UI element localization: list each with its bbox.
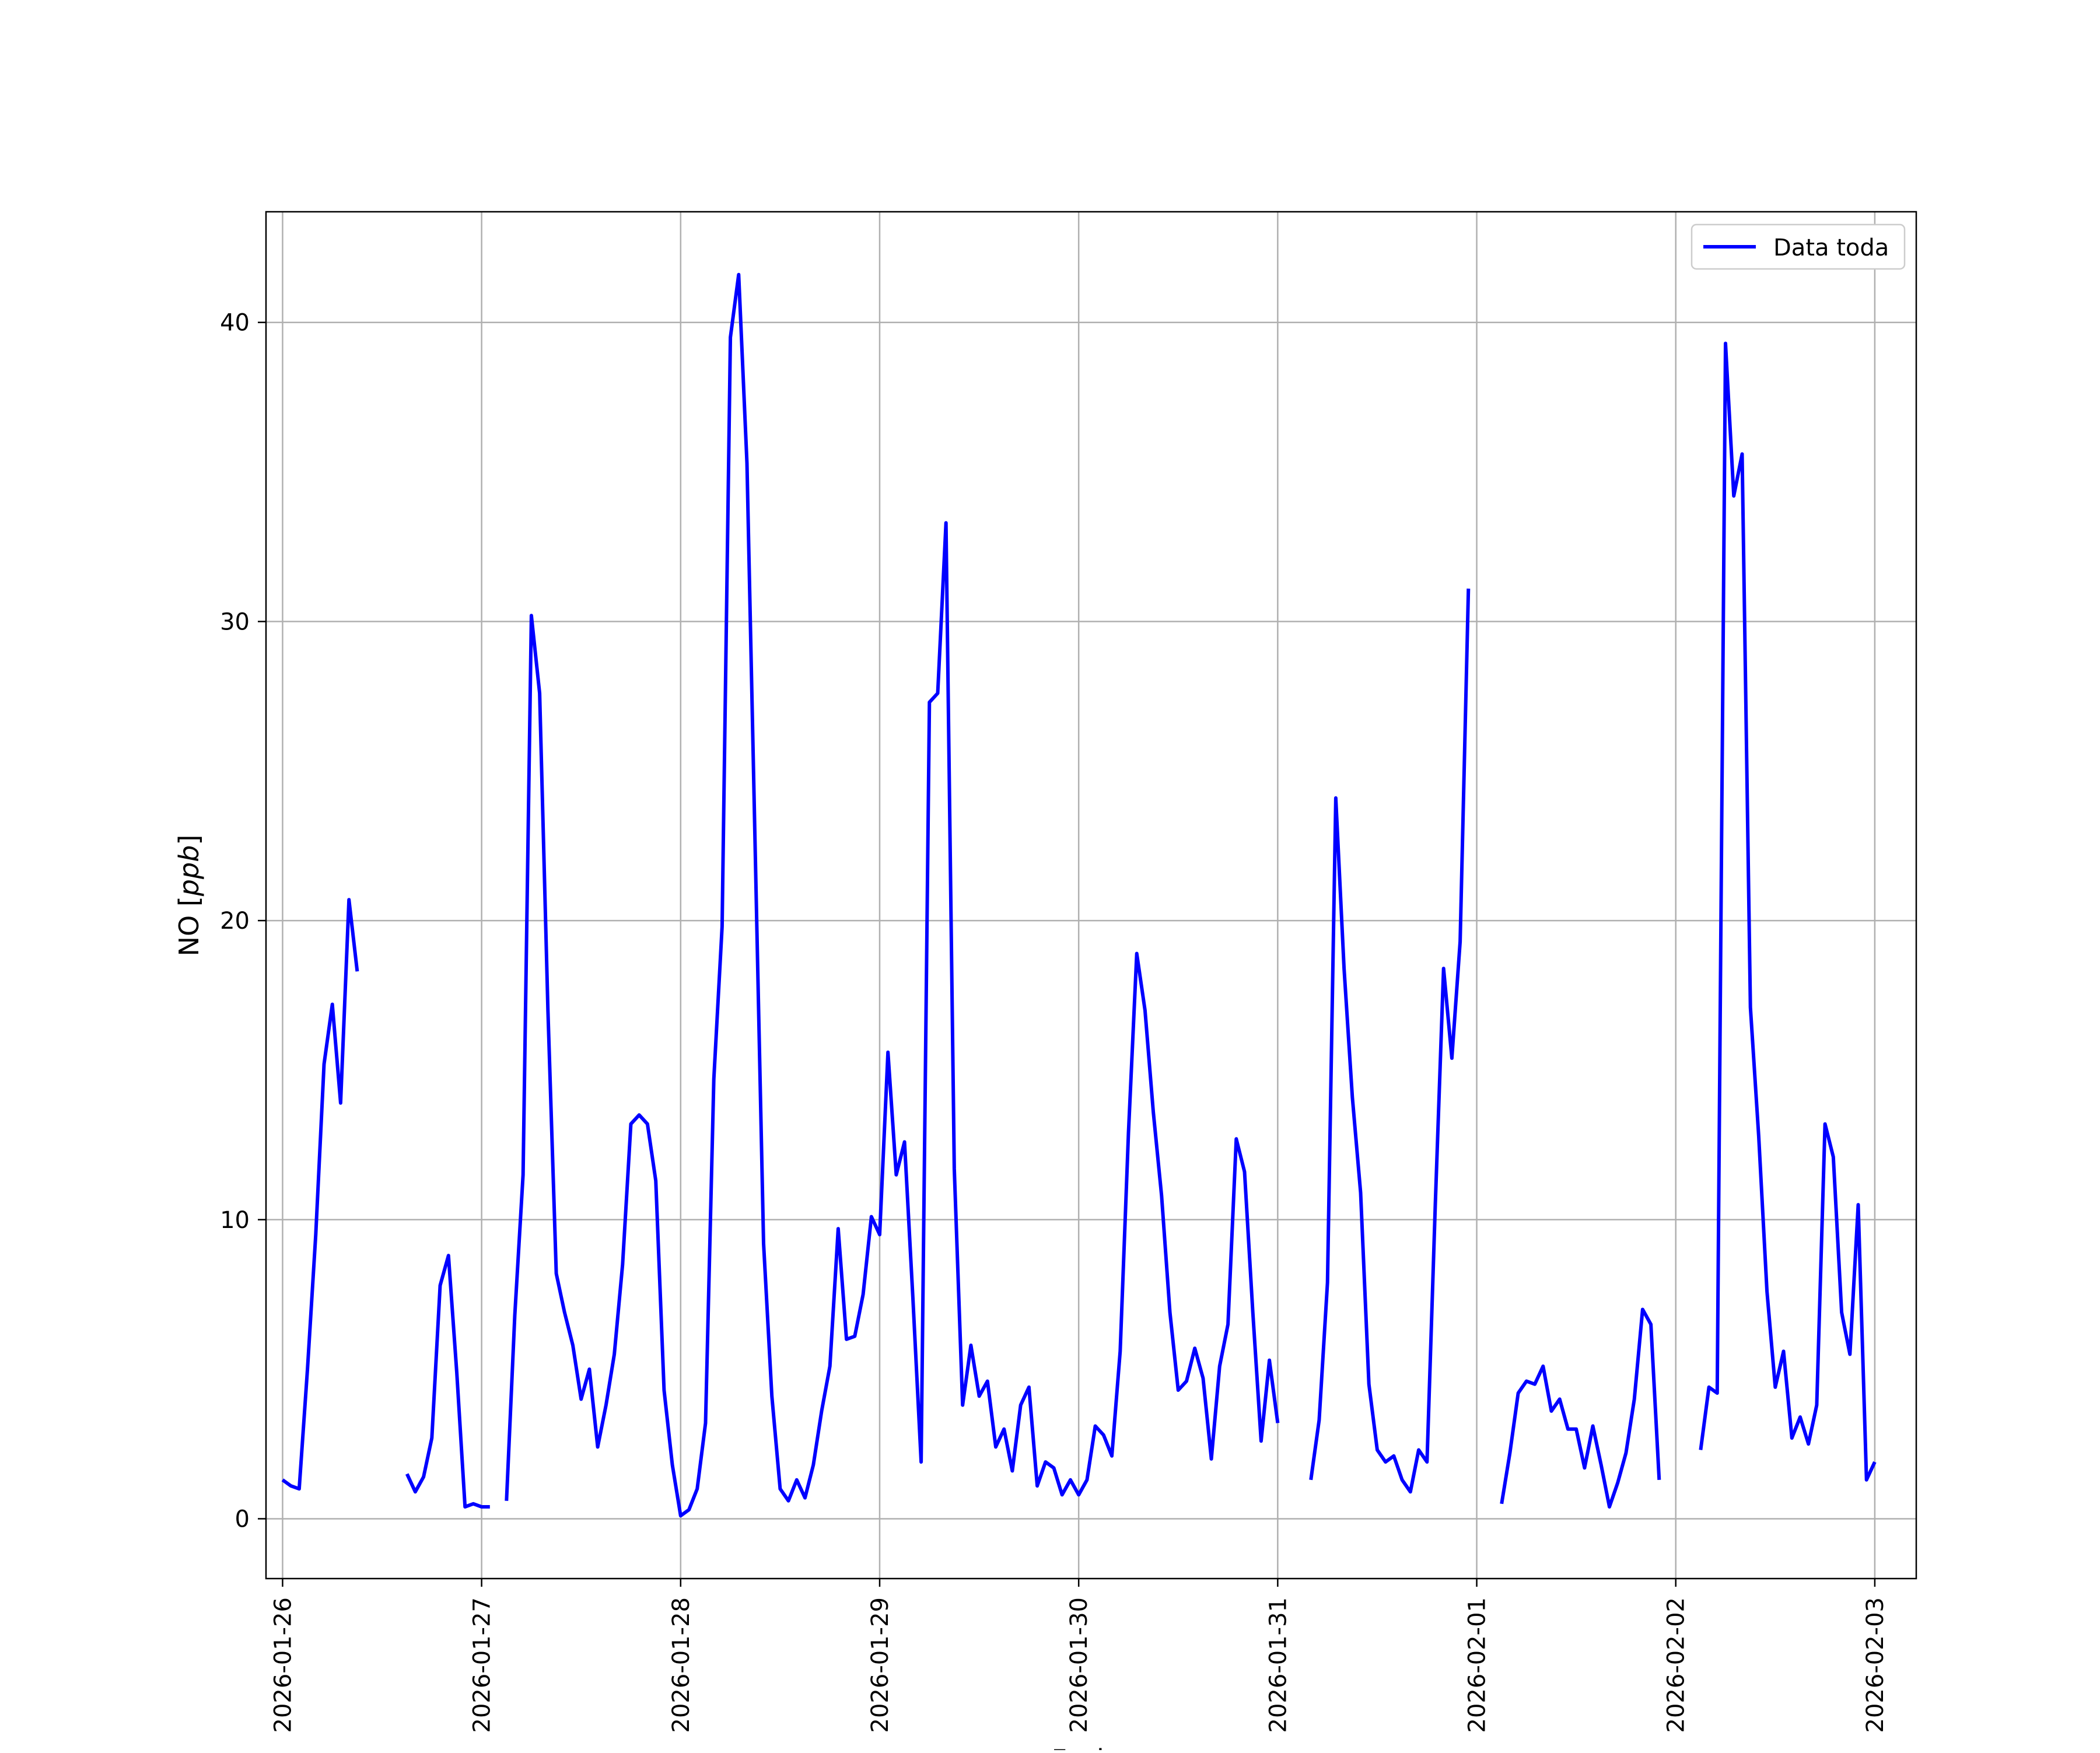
- series-line-segment: [405, 1254, 490, 1509]
- plot-frame: [265, 211, 1917, 1580]
- y-tick-label: 30: [220, 608, 250, 635]
- x-tick-label: 2026-01-30: [1066, 1597, 1093, 1733]
- ticks: 0 10 20 30 40 2026-01-26 2026-01-27 2026-01-28 2…: [220, 310, 1889, 1733]
- x-tick-label: 2026-01-26: [270, 1597, 296, 1733]
- y-tick-label: 20: [220, 908, 250, 935]
- series-line-segment: [1309, 588, 1471, 1494]
- x-tick-label: 2026-02-03: [1862, 1597, 1889, 1733]
- x-tick-label: 2026-01-29: [867, 1597, 894, 1733]
- y-tick-label: 40: [220, 310, 250, 337]
- series-layer: [281, 272, 1877, 1518]
- y-axis-label: NO [ppb]: [173, 835, 205, 957]
- x-tick-label: 2026-01-31: [1265, 1597, 1292, 1733]
- y-tick-label: 0: [235, 1506, 250, 1532]
- legend-box: [1690, 223, 1906, 270]
- legend-entry-data-toda: Data toda: [1773, 235, 1889, 261]
- x-tick-label: 2026-02-01: [1464, 1597, 1491, 1733]
- series-line-segment: [1500, 1307, 1661, 1509]
- x-axis-label: Fecha: [1052, 1744, 1130, 1750]
- grid-lines: [266, 212, 1916, 1579]
- series-line-segment: [1699, 341, 1877, 1482]
- legend[interactable]: Data toda: [1690, 223, 1906, 270]
- x-tick-label: 2026-01-27: [469, 1597, 496, 1733]
- y-axis-label-unit: ppb: [173, 845, 205, 897]
- series-line-segment: [505, 272, 1280, 1518]
- series-line-segment: [281, 898, 359, 1491]
- x-tick-label: 2026-02-02: [1663, 1597, 1690, 1733]
- x-tick-label: 2026-01-28: [668, 1597, 695, 1733]
- y-tick-label: 10: [220, 1207, 250, 1234]
- svg-text:NO [ppb]: NO [ppb]: [173, 835, 205, 957]
